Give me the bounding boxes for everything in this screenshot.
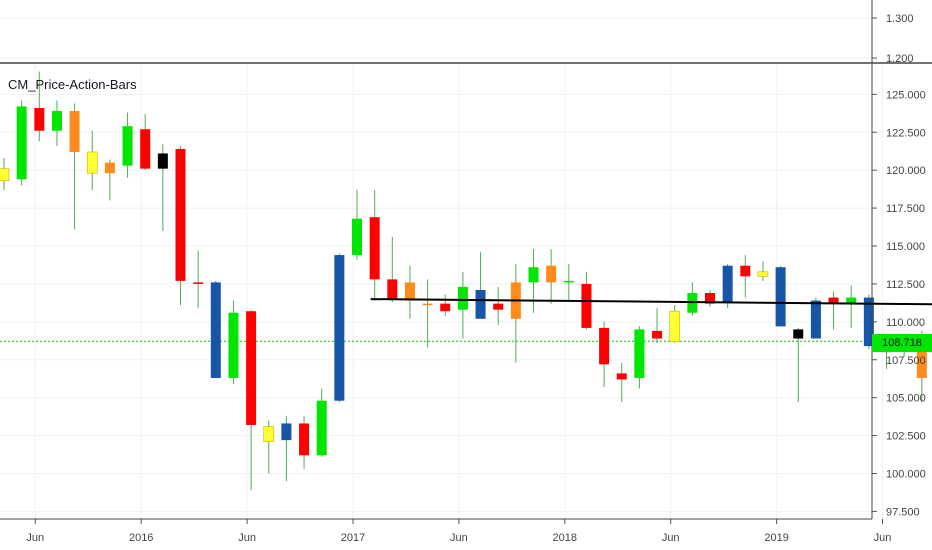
y-tick-label: 105.000 — [886, 393, 926, 405]
x-tick-label: 2016 — [129, 532, 153, 544]
y-tick-label: 100.000 — [886, 469, 926, 481]
indicator-label[interactable]: CM_Price-Action-Bars — [8, 77, 137, 92]
candle-body[interactable] — [669, 310, 681, 342]
candle-body[interactable] — [246, 311, 257, 425]
candle-body[interactable] — [334, 255, 345, 401]
candle-body[interactable] — [387, 279, 398, 300]
candle-body[interactable] — [740, 265, 751, 277]
chart-grid — [0, 64, 883, 519]
trend-line[interactable] — [370, 298, 932, 338]
candle-body[interactable] — [263, 426, 275, 442]
candle-body[interactable] — [210, 282, 221, 378]
candle-body[interactable] — [757, 271, 769, 277]
candle-body[interactable] — [140, 129, 151, 169]
candle-body[interactable] — [404, 282, 415, 301]
x-tick-label: 2019 — [764, 532, 788, 544]
candle-body[interactable] — [16, 106, 27, 180]
x-tick-label: Jun — [238, 532, 256, 544]
candle-body[interactable] — [422, 303, 433, 306]
candle-body[interactable] — [563, 280, 574, 283]
candle-body[interactable] — [86, 151, 98, 174]
candle-body[interactable] — [51, 111, 62, 131]
candle-body[interactable] — [299, 423, 310, 456]
candle-body[interactable] — [722, 265, 733, 303]
candle-body[interactable] — [122, 126, 133, 166]
x-tick-label: 2017 — [341, 532, 365, 544]
y-tick-label: 112.500 — [886, 279, 925, 291]
candle-body[interactable] — [34, 107, 45, 131]
candle-body[interactable] — [863, 297, 874, 347]
top-pane-bg — [0, 0, 872, 62]
candle-body[interactable] — [546, 265, 557, 283]
candle-body[interactable] — [528, 267, 539, 283]
candle-body[interactable] — [193, 282, 204, 284]
top-pane-tick-label: 1.200 — [886, 53, 914, 65]
candle-body[interactable] — [616, 373, 627, 380]
x-tick-label: Jun — [874, 532, 892, 544]
candle-body[interactable] — [634, 329, 645, 378]
candle-body[interactable] — [352, 218, 362, 256]
candle-body[interactable] — [475, 289, 486, 319]
candle-body[interactable] — [810, 300, 821, 339]
candle-body[interactable] — [440, 303, 451, 312]
candle-body[interactable] — [104, 162, 115, 174]
candle-body[interactable] — [793, 329, 804, 339]
candle-body[interactable] — [916, 340, 927, 378]
top-pane-tick-label: 1.300 — [886, 13, 914, 25]
y-tick-label: 122.500 — [886, 127, 926, 139]
y-tick-label: 115.000 — [886, 241, 925, 253]
x-tick-label: Jun — [450, 532, 468, 544]
candle-body[interactable] — [705, 293, 715, 304]
x-tick-label: Jun — [26, 532, 44, 544]
y-tick-label: 107.500 — [886, 355, 926, 367]
candle-body[interactable] — [228, 312, 239, 378]
candle-body[interactable] — [175, 148, 186, 281]
candle-body[interactable] — [281, 423, 292, 441]
y-tick-label: 102.500 — [886, 431, 926, 443]
y-tick-label: 110.000 — [886, 317, 925, 329]
y-tick-label: 120.000 — [886, 165, 926, 177]
candle-series[interactable] — [0, 71, 932, 491]
top-pane — [0, 0, 872, 62]
y-tick-label: 97.500 — [886, 506, 920, 518]
candle-body[interactable] — [369, 217, 380, 280]
candle-body[interactable] — [775, 267, 786, 327]
y-tick-label: 125.000 — [886, 89, 926, 101]
candle-body[interactable] — [581, 283, 592, 328]
resistance-trend-line[interactable] — [370, 298, 932, 306]
x-tick-label: Jun — [662, 532, 680, 544]
candle-body[interactable] — [0, 168, 10, 182]
candle-body[interactable] — [157, 153, 168, 169]
candle-body[interactable] — [828, 297, 839, 304]
candle-body[interactable] — [846, 297, 857, 304]
candle-body[interactable] — [457, 286, 468, 310]
candle-body[interactable] — [599, 327, 610, 365]
candle-body[interactable] — [316, 400, 327, 456]
candle-body[interactable] — [652, 330, 663, 339]
candle-body[interactable] — [69, 111, 80, 152]
last-price-tag: 108.718 — [872, 334, 932, 352]
x-tick-label: 2018 — [553, 532, 577, 544]
candle-body[interactable] — [493, 303, 504, 310]
y-tick-label: 117.500 — [886, 203, 925, 215]
